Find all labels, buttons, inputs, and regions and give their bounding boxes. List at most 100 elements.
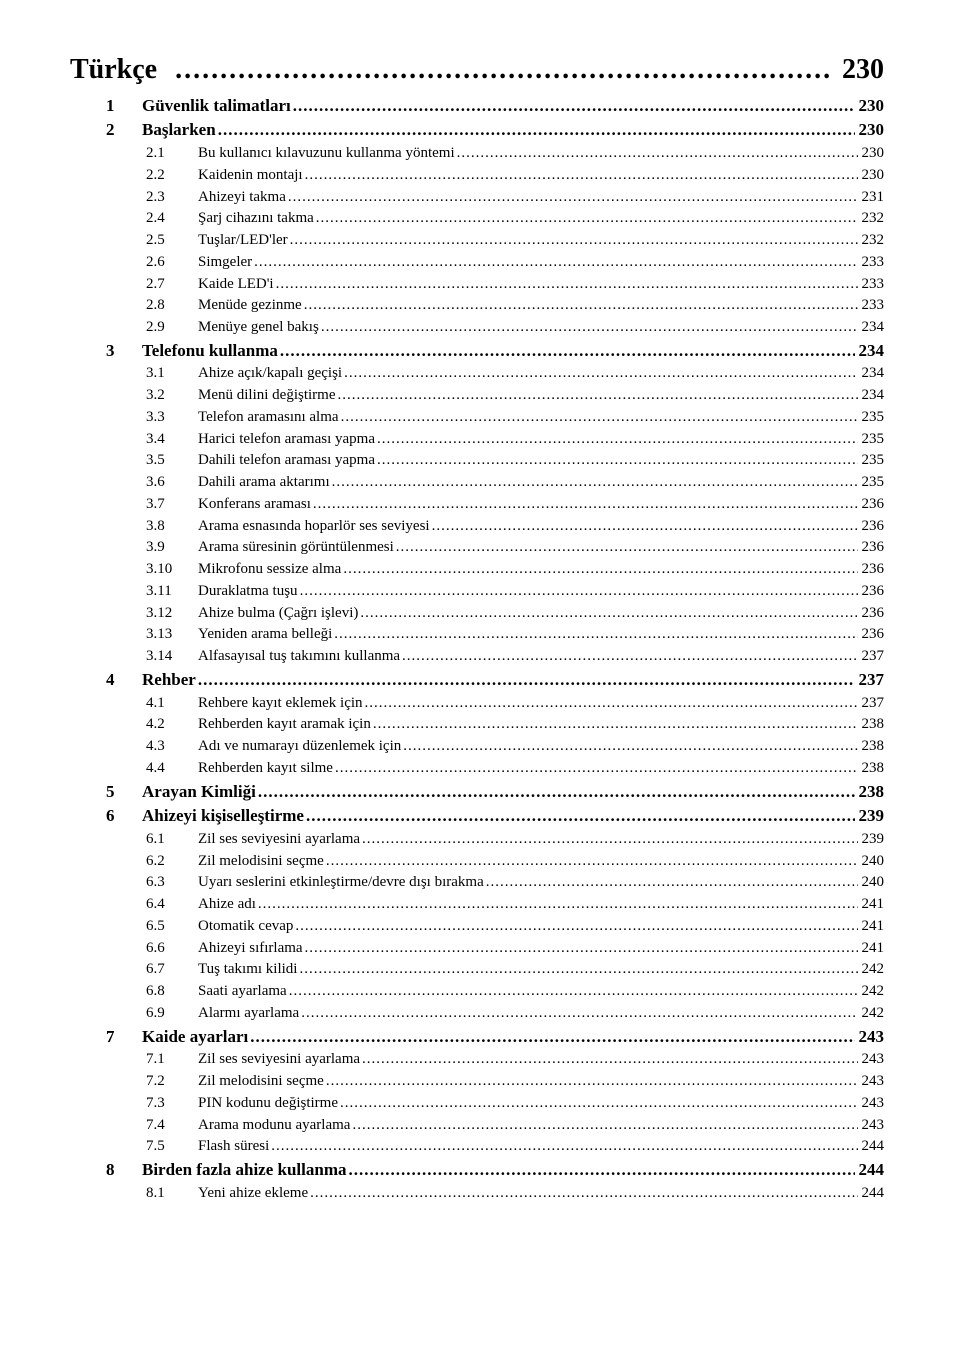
toc-row-page: 242: [860, 959, 885, 981]
toc-row: 8Birden fazla ahize kullanma............…: [70, 1158, 884, 1183]
toc-row-number: 3.10: [146, 559, 198, 581]
toc-row-leader: ........................................…: [402, 646, 857, 668]
toc-row-page: 236: [860, 494, 885, 516]
toc-row-label: Güvenlik talimatları: [142, 94, 291, 119]
toc-row-number: 6: [106, 804, 142, 829]
toc-row-number: 2.2: [146, 165, 198, 187]
toc-row-number: 3.9: [146, 537, 198, 559]
toc-title-spacer2: [831, 55, 838, 86]
toc-row-label: Rehber: [142, 668, 196, 693]
toc-row: 6.6Ahizeyi sıfırlama....................…: [70, 938, 884, 960]
toc-row: 4Rehber.................................…: [70, 668, 884, 693]
toc-row: 2.6Simgeler.............................…: [70, 252, 884, 274]
toc-row-number: 3.12: [146, 603, 198, 625]
toc-row: 6.3Uyarı seslerini etkinleştirme/devre d…: [70, 872, 884, 894]
toc-row-label: Rehberden kayıt silme: [198, 758, 333, 780]
toc-row: 3Telefonu kullanma......................…: [70, 339, 884, 364]
toc-title-leader: ........................................…: [175, 55, 831, 86]
toc-row-leader: ........................................…: [254, 252, 857, 274]
toc-row-leader: ........................................…: [280, 339, 855, 364]
toc-row-page: 235: [860, 429, 885, 451]
toc-row-page: 241: [860, 916, 885, 938]
toc-row-label: Ahizeyi takma: [198, 187, 286, 209]
toc-row-label: Başlarken: [142, 118, 216, 143]
toc-row: 2.7Kaide LED'i..........................…: [70, 274, 884, 296]
toc-row-leader: ........................................…: [344, 363, 857, 385]
toc-row-number: 8.1: [146, 1183, 198, 1205]
toc-row-number: 6.8: [146, 981, 198, 1003]
toc-row-number: 7.5: [146, 1136, 198, 1158]
toc-row-label: Tuş takımı kilidi: [198, 959, 297, 981]
toc-row-page: 235: [860, 407, 885, 429]
toc-row: 6.1Zil ses seviyesini ayarlama..........…: [70, 829, 884, 851]
toc-row: 3.10Mikrofonu sessize alma..............…: [70, 559, 884, 581]
toc-row: 3.12Ahize bulma (Çağrı işlevi)..........…: [70, 603, 884, 625]
toc-row-page: 235: [860, 450, 885, 472]
toc-row-label: Rehberden kayıt aramak için: [198, 714, 371, 736]
toc-row-label: Dahili arama aktarımı: [198, 472, 330, 494]
toc-row-label: Birden fazla ahize kullanma: [142, 1158, 346, 1183]
toc-row-label: Simgeler: [198, 252, 252, 274]
toc-row-label: Uyarı seslerini etkinleştirme/devre dışı…: [198, 872, 484, 894]
toc-row-number: 3.5: [146, 450, 198, 472]
toc-row-page: 236: [860, 603, 885, 625]
toc-row-label: Mikrofonu sessize alma: [198, 559, 341, 581]
toc-row-page: 230: [857, 118, 885, 143]
toc-row-label: Zil ses seviyesini ayarlama: [198, 829, 360, 851]
toc-row-page: 234: [857, 339, 885, 364]
toc-row-page: 239: [860, 829, 885, 851]
toc-row-label: Ahizeyi kişiselleştirme: [142, 804, 304, 829]
toc-row: 3.13Yeniden arama belleği...............…: [70, 624, 884, 646]
toc-row-label: Menü dilini değiştirme: [198, 385, 335, 407]
toc-row-page: 238: [857, 780, 885, 805]
toc-row-label: Zil melodisini seçme: [198, 1071, 324, 1093]
toc-row: 2.1Bu kullanıcı kılavuzunu kullanma yönt…: [70, 143, 884, 165]
toc-row-page: 235: [860, 472, 885, 494]
toc-row-leader: ........................................…: [326, 1071, 858, 1093]
toc-row-number: 7.3: [146, 1093, 198, 1115]
toc-row-leader: ........................................…: [288, 187, 858, 209]
toc-row-number: 2.1: [146, 143, 198, 165]
toc-row-leader: ........................................…: [334, 624, 857, 646]
toc-row-leader: ........................................…: [276, 274, 858, 296]
toc-row-leader: ........................................…: [198, 668, 855, 693]
toc-row-number: 3.8: [146, 516, 198, 538]
toc-row: 4.1Rehbere kayıt eklemek için...........…: [70, 693, 884, 715]
toc-row-label: Alarmı ayarlama: [198, 1003, 299, 1025]
toc-row-label: Bu kullanıcı kılavuzunu kullanma yöntemi: [198, 143, 455, 165]
toc-row-label: Saati ayarlama: [198, 981, 287, 1003]
toc-row-label: Zil melodisini seçme: [198, 851, 324, 873]
toc-row-label: Arayan Kimliği: [142, 780, 256, 805]
toc-row-leader: ........................................…: [299, 959, 857, 981]
toc-list: 1Güvenlik talimatları...................…: [70, 94, 884, 1205]
toc-row-page: 230: [860, 165, 885, 187]
toc-row-label: Duraklatma tuşu: [198, 581, 298, 603]
toc-row: 3.6Dahili arama aktarımı................…: [70, 472, 884, 494]
toc-row-page: 236: [860, 537, 885, 559]
toc-row-label: Menüye genel bakış: [198, 317, 319, 339]
toc-row: 2Başlarken..............................…: [70, 118, 884, 143]
toc-row: 6.8Saati ayarlama.......................…: [70, 981, 884, 1003]
toc-row-number: 2.7: [146, 274, 198, 296]
toc-row-leader: ........................................…: [377, 429, 858, 451]
toc-row-leader: ........................................…: [360, 603, 857, 625]
toc-row-number: 8: [106, 1158, 142, 1183]
toc-row-label: Arama modunu ayarlama: [198, 1115, 350, 1137]
toc-row: 5Arayan Kimliği.........................…: [70, 780, 884, 805]
toc-row: 6.2Zil melodisini seçme.................…: [70, 851, 884, 873]
toc-row: 3.7Konferans araması....................…: [70, 494, 884, 516]
toc-row-leader: ........................................…: [326, 851, 858, 873]
toc-row-page: 231: [860, 187, 885, 209]
toc-row-leader: ........................................…: [304, 295, 858, 317]
toc-row: 1Güvenlik talimatları...................…: [70, 94, 884, 119]
toc-row-label: Kaide ayarları: [142, 1025, 248, 1050]
toc-row-leader: ........................................…: [348, 1158, 854, 1183]
toc-row-number: 4: [106, 668, 142, 693]
toc-row-number: 6.7: [146, 959, 198, 981]
toc-row: 4.2Rehberden kayıt aramak için..........…: [70, 714, 884, 736]
toc-row-number: 3.11: [146, 581, 198, 603]
toc-row-label: Arama esnasında hoparlör ses seviyesi: [198, 516, 430, 538]
toc-row-leader: ........................................…: [293, 94, 855, 119]
toc-row-page: 233: [860, 295, 885, 317]
toc-row-label: Adı ve numarayı düzenlemek için: [198, 736, 401, 758]
